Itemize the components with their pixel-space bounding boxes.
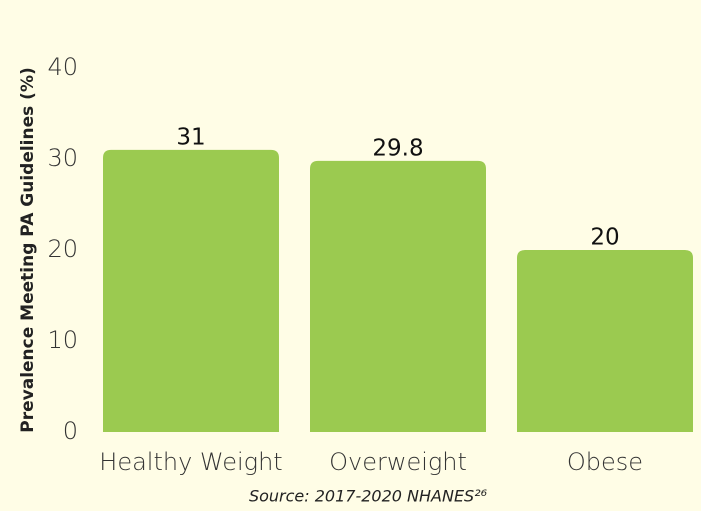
y-tick-label: 30 — [47, 144, 78, 172]
y-axis-label: Prevalence Meeting PA Guidelines (%) — [18, 67, 38, 432]
x-tick-label: Overweight — [329, 448, 467, 476]
bar — [103, 149, 279, 432]
x-tick-label: Obese — [567, 448, 643, 476]
source-note: Source: 2017-2020 NHANES²⁶ — [249, 487, 488, 506]
y-tick-label: 0 — [63, 417, 78, 445]
value-label: 29.8 — [372, 135, 423, 161]
value-label: 31 — [176, 124, 205, 150]
y-tick-label: 40 — [47, 53, 78, 81]
y-tick-label: 10 — [47, 326, 78, 354]
value-label: 20 — [590, 225, 619, 251]
bar — [310, 160, 486, 432]
bar — [517, 250, 693, 432]
x-tick-label: Healthy Weight — [99, 448, 282, 476]
y-tick-label: 20 — [47, 235, 78, 263]
